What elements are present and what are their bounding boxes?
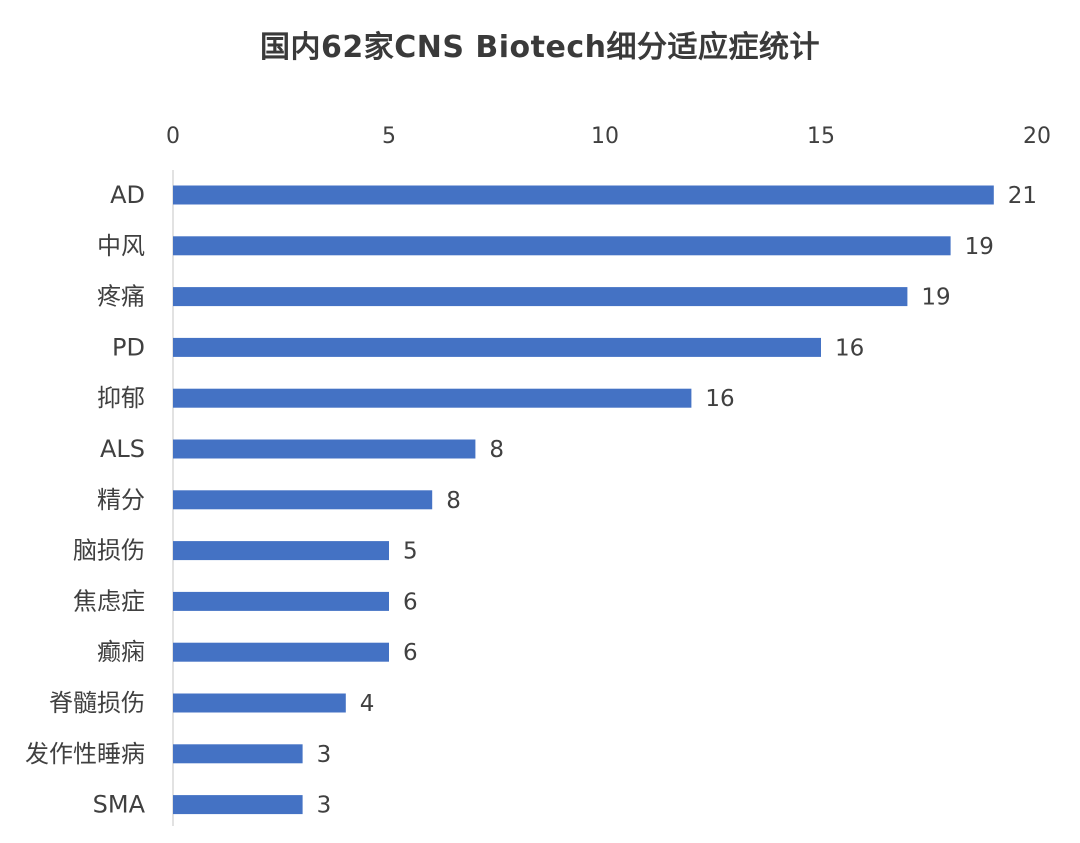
bar [173,591,389,611]
category-label: 脊髓损伤 [49,689,145,717]
category-label: 癫痫 [97,638,145,666]
x-tick-label: 0 [166,124,180,149]
bar [173,642,389,662]
category-label: ALS [100,435,145,463]
x-tick-label: 5 [382,124,396,149]
category-label: 发作性睡病 [25,740,145,768]
data-label: 6 [403,589,418,615]
data-label: 3 [317,742,332,768]
data-label: 6 [403,640,418,666]
category-label: 疼痛 [97,283,145,311]
bar [173,490,433,510]
data-label: 8 [446,488,461,514]
bar [173,693,346,713]
category-label: 焦虑症 [73,587,145,615]
category-label: 中风 [97,232,145,260]
x-tick-label: 20 [1023,124,1051,149]
category-label: SMA [93,791,146,819]
bar [173,185,994,205]
bar [173,744,303,764]
data-label: 16 [705,386,734,412]
bar [173,541,389,561]
bars: AD 21 中风 19 疼痛 19 PD 16 抑郁 16 ALS 8 精分 8 脑损伤 5 焦虑症 6 癫痫 6 脊髓… [25,181,1037,819]
x-tick-label: 10 [591,124,619,149]
category-label: AD [110,181,145,209]
bar [173,236,951,256]
bar [173,439,476,459]
data-label: 21 [1008,183,1037,209]
bar [173,388,692,408]
chart-title: 国内62家CNS Biotech细分适应症统计 [259,30,820,65]
data-label: 5 [403,539,418,565]
category-label: 抑郁 [97,384,145,412]
data-label: 8 [489,437,504,463]
data-label: 19 [921,285,950,311]
data-label: 3 [317,793,332,819]
x-axis-ticks: 0 5 10 15 20 [166,124,1051,149]
bar [173,795,303,815]
bar [173,337,821,357]
category-label: PD [112,333,145,361]
data-label: 4 [360,691,375,717]
category-label: 精分 [97,486,145,514]
bar [173,287,908,307]
data-label: 19 [965,234,994,260]
x-tick-label: 15 [807,124,835,149]
data-label: 16 [835,335,864,361]
category-label: 脑损伤 [73,537,145,565]
